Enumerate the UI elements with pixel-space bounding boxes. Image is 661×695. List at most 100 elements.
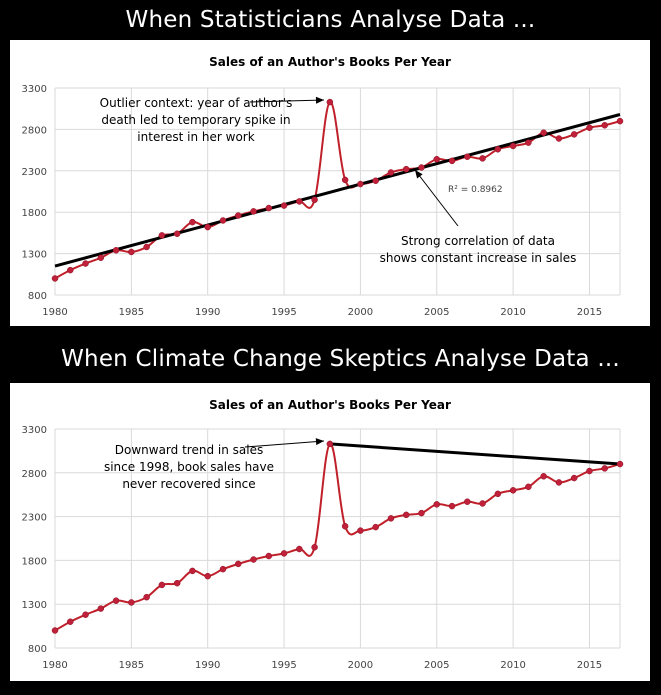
data-point — [555, 479, 563, 486]
data-point — [555, 135, 563, 142]
annotation-arrowhead — [315, 96, 324, 104]
data-point — [311, 544, 318, 551]
annotation-arrow-line — [244, 440, 325, 448]
data-point — [372, 523, 379, 531]
data-point — [296, 198, 303, 205]
statisticians-chart-panel: Sales of an Author's Books Per Year 800 13… — [10, 40, 650, 326]
y-tick-label: 3300 — [22, 84, 47, 95]
data-point — [509, 487, 517, 494]
x-tick-label: 2015 — [577, 307, 602, 318]
data-point — [82, 611, 89, 618]
top-heading: When Statisticians Analyse Data ... — [125, 7, 536, 33]
x-tick-label: 2000 — [348, 307, 373, 318]
data-point — [158, 232, 166, 239]
data-point — [479, 500, 486, 507]
data-point — [158, 581, 166, 589]
data-point — [219, 217, 227, 224]
data-point — [586, 467, 593, 475]
skeptics-chart: Sales of an Author's Books Per Year 800 13… — [22, 398, 624, 671]
x-tick-label: 1995 — [271, 307, 296, 318]
data-point — [97, 254, 105, 261]
data-point — [601, 465, 608, 472]
data-point — [433, 501, 441, 508]
x-tick-label: 1980 — [42, 660, 67, 671]
x-tick-label: 2010 — [500, 660, 525, 671]
chart-title: Sales of an Author's Books Per Year — [209, 55, 451, 69]
x-tick-label: 1990 — [195, 307, 220, 318]
y-tick-label: 800 — [28, 291, 47, 302]
data-point — [219, 565, 227, 573]
data-point — [67, 266, 74, 274]
data-point — [189, 218, 196, 226]
data-point — [128, 248, 135, 256]
skeptics-chart-panel: Sales of an Author's Books Per Year 800 13… — [10, 383, 650, 681]
data-point — [143, 593, 150, 601]
data-point — [51, 275, 59, 282]
data-point — [97, 605, 105, 612]
annotation-line: Strong correlation of data — [401, 234, 555, 248]
data-point — [586, 124, 593, 131]
x-tick-label: 2000 — [348, 660, 373, 671]
x-tick-label: 1980 — [42, 307, 67, 318]
y-tick-label: 2300 — [22, 167, 47, 178]
x-tick-label: 1985 — [119, 660, 144, 671]
data-point — [402, 165, 410, 173]
y-tick-label: 800 — [28, 644, 47, 655]
data-point — [357, 527, 364, 534]
data-point — [387, 515, 395, 522]
data-point — [402, 511, 410, 519]
data-point — [479, 155, 486, 162]
data-point — [250, 208, 257, 215]
x-tick-label: 1990 — [195, 660, 220, 671]
annotation-line: Outlier context: year of author's — [100, 96, 293, 110]
data-point — [448, 157, 456, 165]
data-point — [173, 230, 181, 237]
data-point — [82, 260, 89, 267]
data-point — [570, 131, 578, 138]
data-point — [372, 177, 379, 184]
data-point — [387, 169, 395, 176]
x-tick-label: 1985 — [119, 307, 144, 318]
annotation-arrowhead — [315, 438, 324, 446]
data-point — [128, 599, 135, 606]
x-tick-label: 2005 — [424, 307, 449, 318]
data-point — [341, 522, 349, 530]
data-point — [250, 556, 257, 563]
data-point — [464, 498, 471, 505]
data-point — [357, 180, 364, 188]
data-point — [112, 247, 120, 254]
annotation-line: shows constant increase in sales — [380, 251, 577, 265]
y-tick-label: 1300 — [22, 600, 47, 611]
data-point — [189, 567, 196, 575]
annotation-line: interest in her work — [137, 130, 254, 144]
data-point — [67, 618, 74, 625]
data-point — [280, 202, 288, 209]
bottom-heading: When Climate Change Skeptics Analyse Dat… — [61, 346, 620, 372]
y-tick-label: 3300 — [22, 425, 47, 436]
annotation-text: Outlier context: year of author's death l… — [100, 96, 293, 144]
data-point — [204, 223, 211, 231]
data-point — [494, 146, 502, 153]
data-point — [51, 627, 59, 634]
x-tick-label: 2005 — [424, 660, 449, 671]
data-point — [265, 552, 273, 560]
data-point — [173, 579, 181, 587]
data-point — [341, 176, 349, 184]
data-point — [112, 597, 120, 604]
data-point — [509, 142, 517, 150]
annotation-arrow-line — [414, 169, 459, 227]
data-point — [616, 117, 624, 125]
statisticians-chart: Sales of an Author's Books Per Year 800 13… — [22, 55, 624, 318]
trend-line — [54, 113, 621, 268]
annotation-arrowhead — [415, 170, 423, 179]
data-point — [616, 460, 624, 468]
data-point — [326, 440, 334, 448]
data-point — [540, 473, 547, 480]
data-point — [418, 509, 425, 517]
data-point — [494, 490, 502, 498]
y-tick-label: 2800 — [22, 125, 47, 136]
annotation-line: since 1998, book sales have — [104, 460, 274, 474]
annotation-text: Strong correlation of data shows constant… — [380, 234, 577, 265]
annotation-line: never recovered since — [122, 477, 255, 491]
data-point — [234, 560, 242, 568]
